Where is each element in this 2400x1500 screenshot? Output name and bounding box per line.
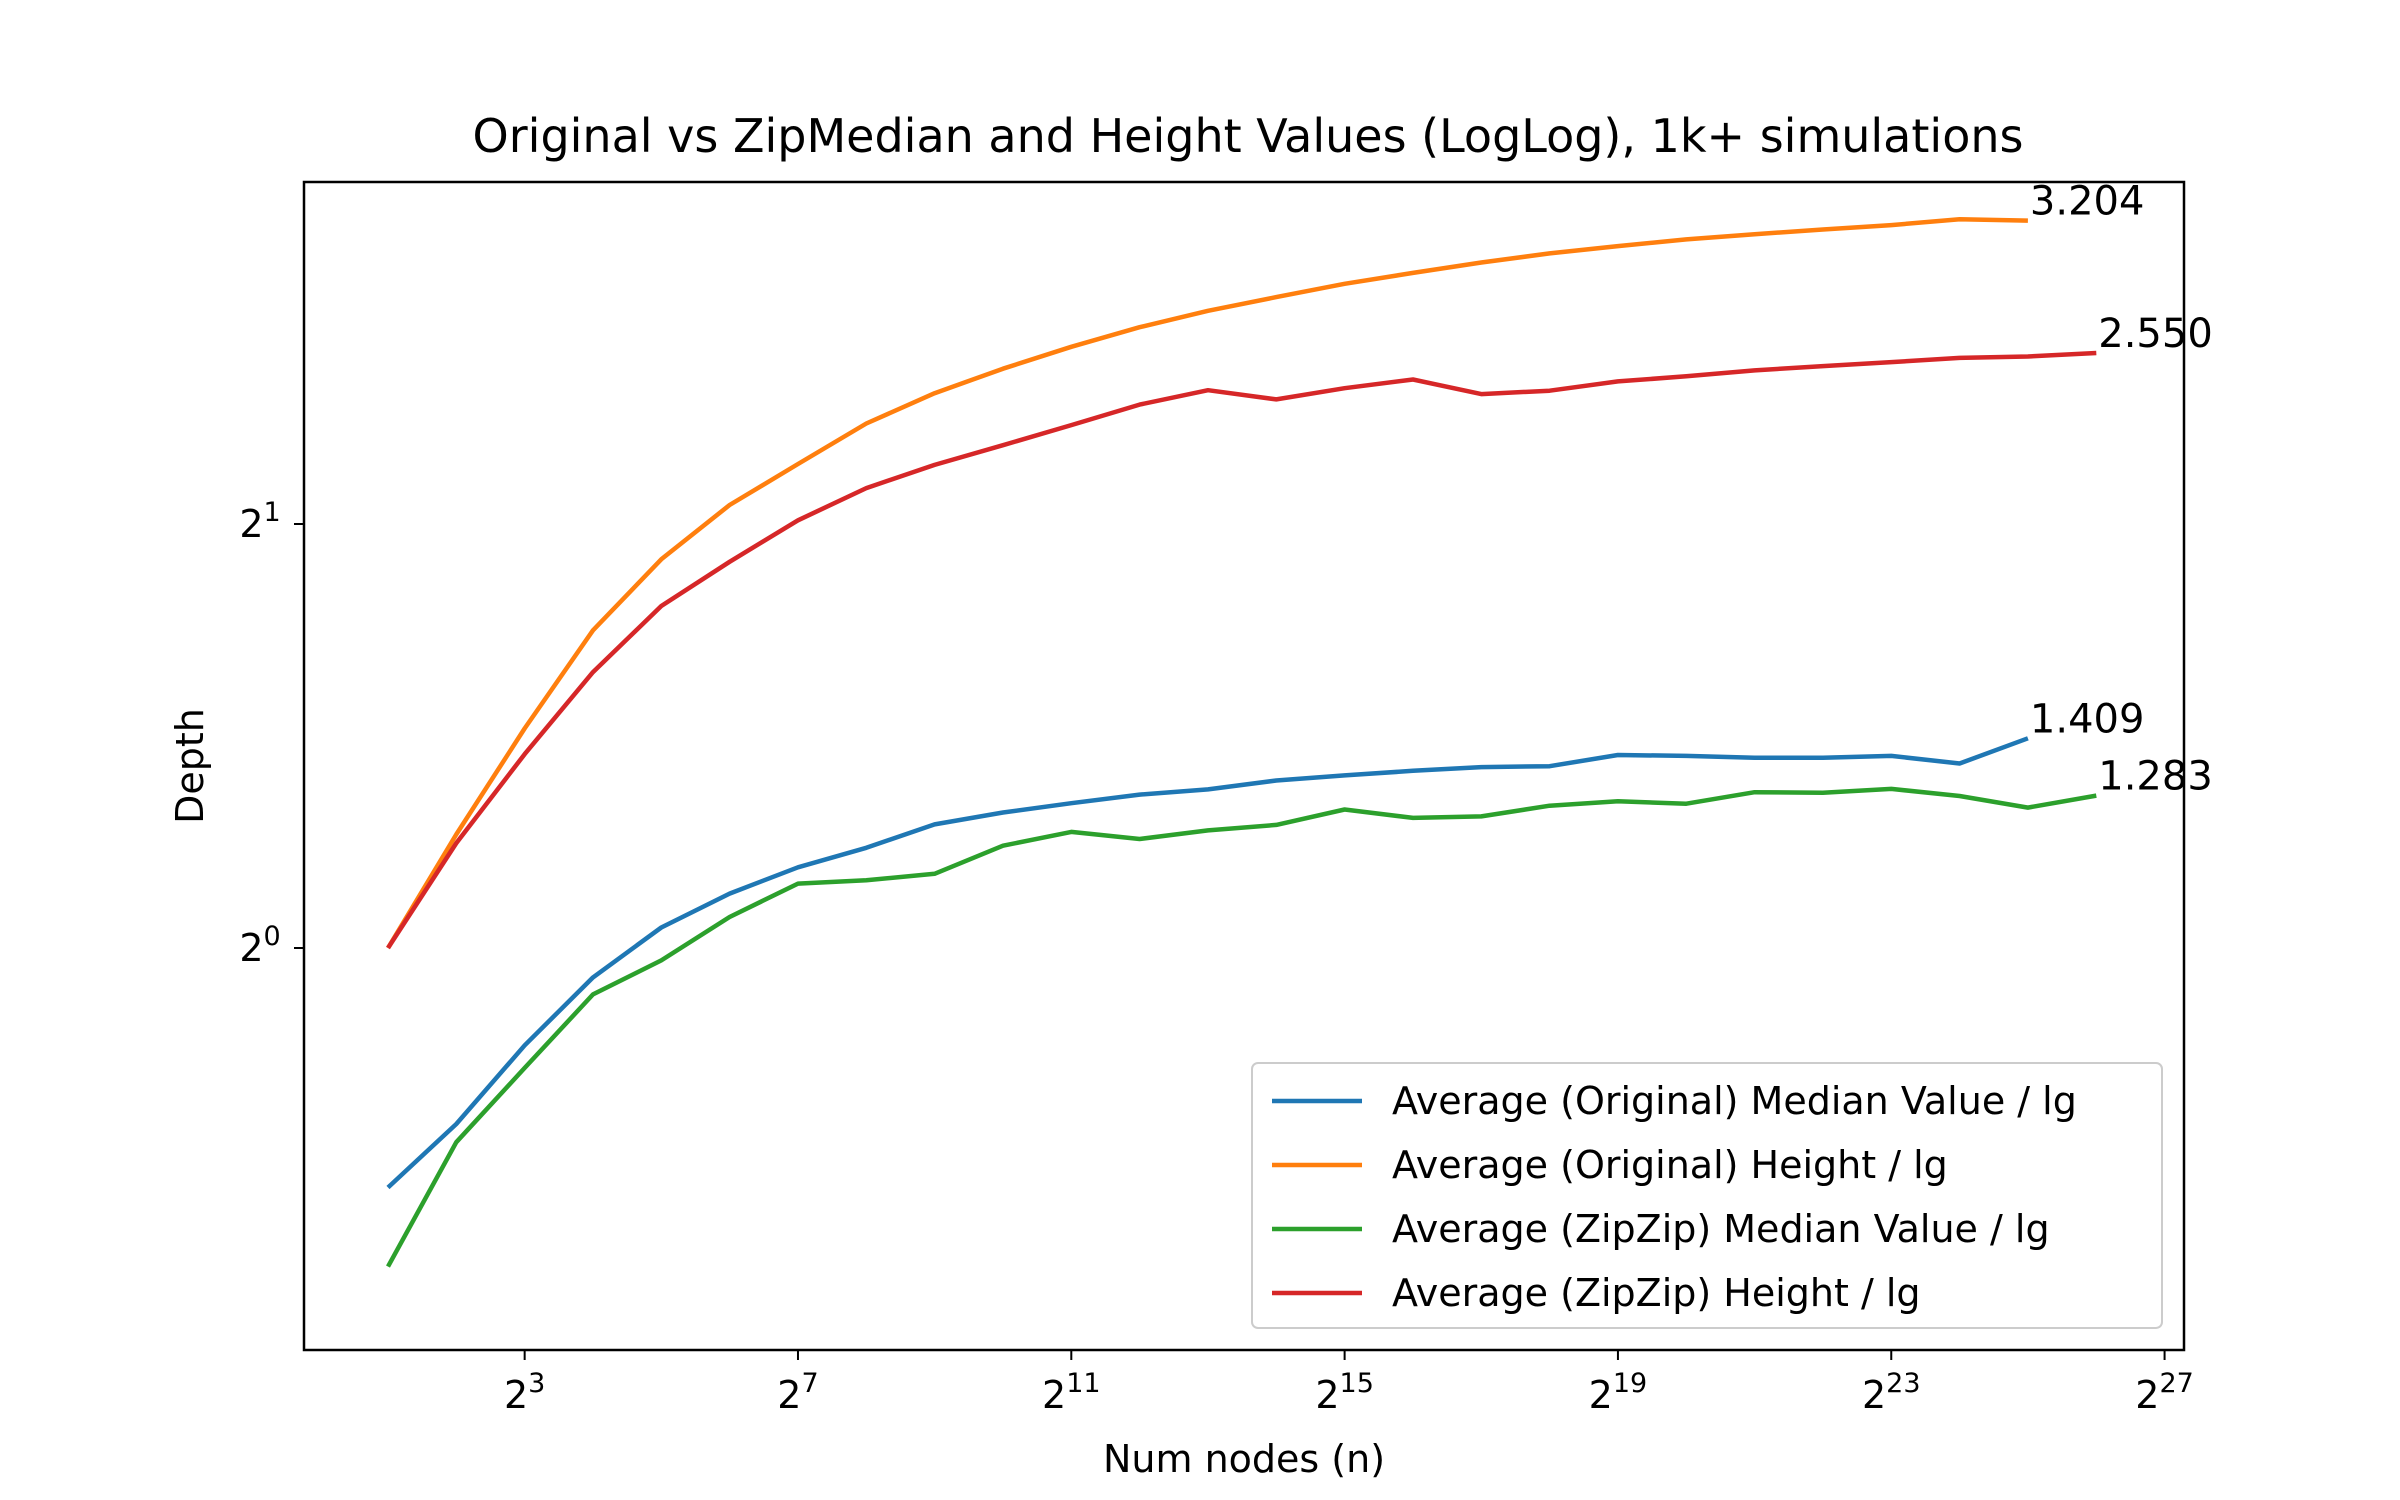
- end-value-label: 1.409: [2030, 696, 2145, 742]
- x-tick-label: 27: [777, 1368, 818, 1417]
- x-tick-label: 23: [504, 1368, 545, 1417]
- y-tick-label: 21: [239, 497, 280, 546]
- y-tick-label: 20: [239, 921, 280, 970]
- plot-area: [302, 180, 2186, 1352]
- chart-title: Original vs ZipMedian and Height Values …: [473, 109, 2024, 163]
- legend-entry-label: Average (ZipZip) Median Value / lg: [1392, 1207, 2050, 1251]
- end-value-label: 3.204: [2030, 179, 2145, 225]
- legend-entry-label: Average (ZipZip) Height / lg: [1392, 1271, 1921, 1315]
- legend-entry-label: Average (Original) Median Value / lg: [1392, 1079, 2077, 1123]
- x-axis-label: Num nodes (n): [1103, 1437, 1385, 1481]
- x-tick-label: 211: [1042, 1368, 1101, 1417]
- series-line-1: [386, 736, 2029, 1190]
- series-line-3: [386, 786, 2097, 1268]
- series-line-2: [386, 216, 2028, 950]
- x-tick-label: 223: [1862, 1368, 1921, 1417]
- series-line-4: [386, 350, 2097, 950]
- x-axis-ticks: 23 27 211 215 219 223 227: [504, 1350, 2194, 1417]
- end-value-label: 1.283: [2098, 754, 2213, 800]
- x-tick-label: 215: [1315, 1368, 1374, 1417]
- end-value-label: 2.550: [2098, 311, 2213, 357]
- legend-box: [1251, 1062, 2163, 1329]
- legend-entry-label: Average (Original) Height / lg: [1392, 1143, 1948, 1187]
- legend: Average (Original) Median Value / lg Aver…: [1251, 1062, 2163, 1329]
- x-tick-label: 227: [2135, 1368, 2194, 1417]
- x-tick-label: 219: [1589, 1368, 1648, 1417]
- end-labels: 1.409 3.204 1.283 2.550: [2030, 179, 2213, 800]
- y-axis-label: Depth: [168, 708, 212, 824]
- series-lines: [386, 216, 2097, 1268]
